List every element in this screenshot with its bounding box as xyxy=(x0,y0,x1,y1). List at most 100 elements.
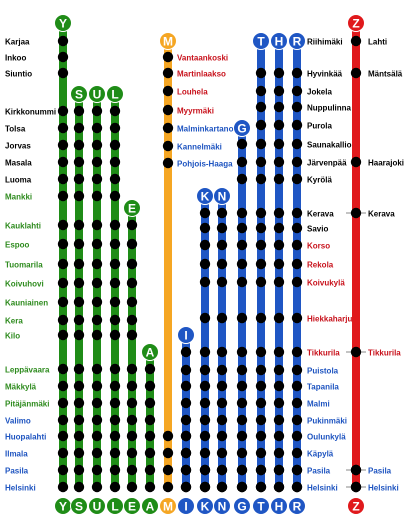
station-ilmala[interactable]: Ilmala xyxy=(5,447,192,459)
station-tapanila-main[interactable]: Tapanila xyxy=(180,380,340,392)
line-badge-a-top[interactable]: A xyxy=(141,343,159,361)
line-badge-s-bottom[interactable]: S xyxy=(70,497,88,515)
line-badge-r-top[interactable]: R xyxy=(288,32,306,50)
stop-dot xyxy=(73,430,85,442)
station-hyvinkaa-main[interactable]: Hyvinkää xyxy=(255,67,343,79)
line-badge-k-top[interactable]: K xyxy=(196,187,214,205)
station-pohjois-haaga[interactable]: Pohjois-Haaga xyxy=(162,157,233,169)
stop-dot xyxy=(57,219,69,231)
line-badge-s-top[interactable]: S xyxy=(70,85,88,103)
line-badge-i-bottom[interactable]: I xyxy=(177,497,195,515)
station-siuntio[interactable]: Siuntio xyxy=(5,67,69,79)
station-pasila-main[interactable]: Pasila xyxy=(180,464,331,476)
station-myyrmaki[interactable]: Myyrmäki xyxy=(162,104,214,116)
station-tikkurila-z[interactable]: Tikkurila xyxy=(350,346,402,358)
line-badge-e-top[interactable]: E xyxy=(123,199,141,217)
station-kerava-z[interactable]: Kerava xyxy=(350,207,395,219)
station-helsinki-main[interactable]: Helsinki xyxy=(180,481,338,493)
line-badge-t-bottom[interactable]: T xyxy=(252,497,270,515)
line-badge-n-top[interactable]: N xyxy=(213,187,231,205)
line-badge-letter: T xyxy=(257,34,265,48)
line-badge-y-bottom[interactable]: Y xyxy=(54,497,72,515)
line-badge-k-bottom[interactable]: K xyxy=(196,497,214,515)
station-leppavaara[interactable]: Leppävaara xyxy=(5,363,156,375)
station-haarajoki-z[interactable]: Haarajoki xyxy=(350,156,404,168)
station-kilo[interactable]: Kilo xyxy=(5,329,138,341)
station-valimo[interactable]: Valimo xyxy=(5,414,156,426)
station-makkyla[interactable]: Mäkkylä xyxy=(5,380,156,392)
station-savio-main[interactable]: Savio xyxy=(199,222,329,234)
station-kyrola-main[interactable]: Kyrölä xyxy=(236,173,333,185)
station-jokela-main[interactable]: Jokela xyxy=(255,85,333,97)
station-saunakallio-main[interactable]: Saunakallio xyxy=(236,138,352,150)
stop-dot xyxy=(291,364,303,376)
line-badge-m-bottom[interactable]: M xyxy=(159,497,177,515)
station-kauklahti[interactable]: Kauklahti xyxy=(5,219,138,231)
line-badge-z-top[interactable]: Z xyxy=(347,14,365,32)
line-badge-l-bottom[interactable]: L xyxy=(106,497,124,515)
line-badge-a-bottom[interactable]: A xyxy=(141,497,159,515)
line-badge-t-top[interactable]: T xyxy=(252,32,270,50)
line-badge-y-top[interactable]: Y xyxy=(54,14,72,32)
station-malminkartano[interactable]: Malminkartano xyxy=(162,122,234,134)
station-kannelmaki[interactable]: Kannelmäki xyxy=(162,140,222,152)
station-purola-main[interactable]: Purola xyxy=(255,119,333,131)
stop-dot xyxy=(109,447,121,459)
station-jorvas[interactable]: Jorvas xyxy=(5,139,121,151)
line-badge-z-bottom[interactable]: Z xyxy=(347,497,365,515)
station-kapyla-main[interactable]: Käpylä xyxy=(180,447,334,459)
station-malmi-main[interactable]: Malmi xyxy=(180,397,330,409)
station-kauniainen[interactable]: Kauniainen xyxy=(5,296,138,308)
station-luoma[interactable]: Luoma xyxy=(5,173,121,185)
station-oulunkyla-main[interactable]: Oulunkylä xyxy=(180,430,346,442)
station-vantaankoski[interactable]: Vantaankoski xyxy=(162,51,228,63)
station-tuomarila[interactable]: Tuomarila xyxy=(5,258,138,270)
station-mankki[interactable]: Mankki xyxy=(5,190,121,202)
station-kera[interactable]: Kera xyxy=(5,314,138,326)
line-badge-h-top[interactable]: H xyxy=(270,32,288,50)
station-pukinmaki-main[interactable]: Pukinmäki xyxy=(180,414,347,426)
station-nuppulinna-main[interactable]: Nuppulinna xyxy=(255,101,352,113)
stop-dot xyxy=(236,258,248,270)
line-badge-l-top[interactable]: L xyxy=(106,85,124,103)
stop-dot xyxy=(255,397,267,409)
station-tolsa[interactable]: Tolsa xyxy=(5,122,121,134)
line-badge-u-top[interactable]: U xyxy=(88,85,106,103)
line-badge-n-bottom[interactable]: N xyxy=(213,497,231,515)
station-louhela[interactable]: Louhela xyxy=(162,85,208,97)
station-espoo[interactable]: Espoo xyxy=(5,238,138,250)
station-pitajanmaki[interactable]: Pitäjänmäki xyxy=(5,397,156,409)
line-badge-m-top[interactable]: M xyxy=(159,32,177,50)
line-badge-letter: I xyxy=(184,499,187,513)
station-kerava-main[interactable]: Kerava xyxy=(199,207,334,219)
station-karjaa[interactable]: Karjaa xyxy=(5,35,69,47)
line-badge-h-bottom[interactable]: H xyxy=(270,497,288,515)
line-badge-g-bottom[interactable]: G xyxy=(233,497,251,515)
station-huopalahti[interactable]: Huopalahti xyxy=(5,430,192,442)
station-masala[interactable]: Masala xyxy=(5,156,121,168)
station-martinlaakso[interactable]: Martinlaakso xyxy=(162,67,226,79)
station-koivukyla-main[interactable]: Koivukylä xyxy=(199,276,346,288)
station-puistola-main[interactable]: Puistola xyxy=(180,364,339,376)
station-label: Louhela xyxy=(177,88,208,97)
station-label: Tikkurila xyxy=(368,349,401,358)
station-hiekkaharju-main[interactable]: Hiekkaharju xyxy=(199,312,353,324)
station-inkoo[interactable]: Inkoo xyxy=(5,51,69,63)
station-pasila-z[interactable]: Pasila xyxy=(350,464,392,476)
station-rekola-main[interactable]: Rekola xyxy=(199,258,334,270)
station-korso-main[interactable]: Korso xyxy=(199,239,330,251)
station-tikkurila-main[interactable]: Tikkurila xyxy=(180,346,341,358)
station-jarvenpaa-main[interactable]: Järvenpää xyxy=(236,156,347,168)
line-badge-g-top[interactable]: G xyxy=(233,119,251,137)
line-badge-e-bottom[interactable]: E xyxy=(123,497,141,515)
line-badge-i-top[interactable]: I xyxy=(177,326,195,344)
station-kirkkonummi[interactable]: Kirkkonummi xyxy=(5,105,121,117)
station-koivuhovi[interactable]: Koivuhovi xyxy=(5,277,138,289)
station-lahti-z[interactable]: Lahti xyxy=(350,35,387,47)
line-badge-letter: M xyxy=(163,499,173,513)
station-mantsala-z[interactable]: Mäntsälä xyxy=(350,67,403,79)
station-helsinki-z[interactable]: Helsinki xyxy=(350,481,399,493)
line-badge-r-bottom[interactable]: R xyxy=(288,497,306,515)
line-badge-u-bottom[interactable]: U xyxy=(88,497,106,515)
station-label: Käpylä xyxy=(307,450,334,459)
